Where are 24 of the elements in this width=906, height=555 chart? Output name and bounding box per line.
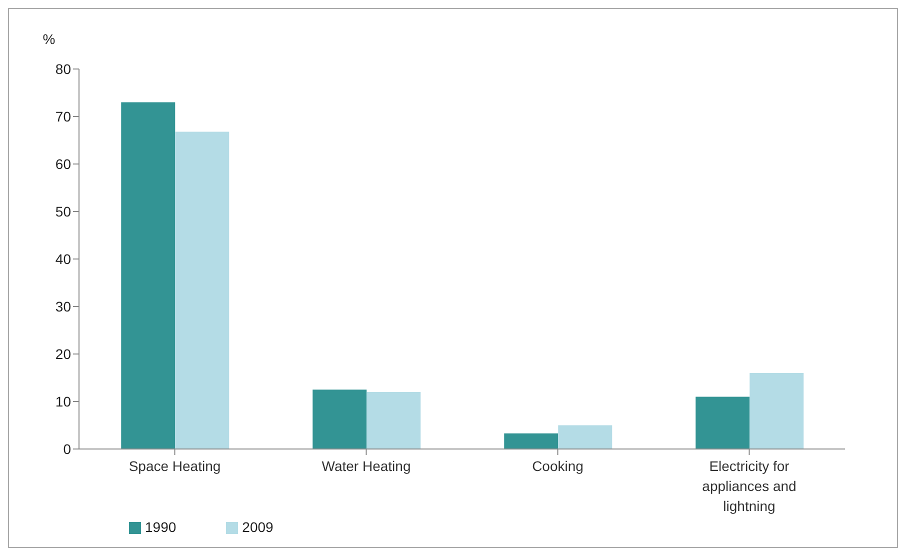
y-tick-label: 10	[55, 393, 72, 410]
y-axis-title: %	[42, 31, 56, 47]
x-tick-label: Space Heating	[128, 458, 221, 474]
bar	[366, 392, 421, 449]
y-tick-label: 80	[55, 60, 72, 77]
y-tick-label: 70	[55, 108, 72, 124]
legend-label: 2009	[242, 519, 274, 535]
y-tick-label: 60	[55, 156, 72, 172]
x-tick-label: Water Heating	[322, 458, 411, 474]
bar	[312, 390, 367, 449]
bar	[750, 373, 804, 449]
x-tick-label: Cooking	[532, 458, 584, 474]
x-tick-label: Electricity for appliances and lightning	[702, 458, 796, 514]
y-tick-label: 30	[55, 298, 72, 314]
legend-label: 1990	[145, 519, 176, 535]
bar	[558, 425, 612, 449]
y-tick-label: 40	[55, 250, 72, 267]
y-tick-label: 50	[55, 203, 72, 220]
bar	[696, 396, 750, 449]
y-tick-label: 20	[55, 346, 72, 362]
bar	[175, 132, 230, 449]
bar	[121, 102, 176, 449]
bar	[504, 433, 558, 449]
y-tick-label: 0	[63, 440, 72, 457]
